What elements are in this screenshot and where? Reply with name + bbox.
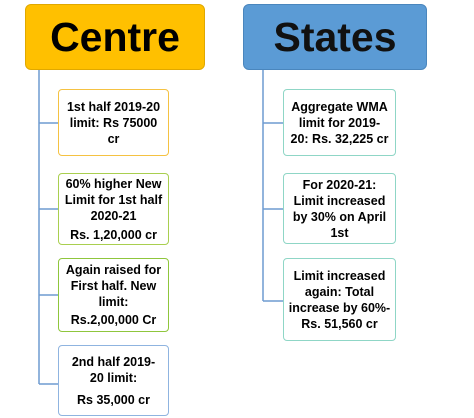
states-box-1-line-2: limit for 2019-: [298, 115, 381, 130]
states-box-3-line-3: increase by 60%-: [288, 300, 391, 315]
states-box-2-line-4: 1st: [330, 225, 349, 240]
centre-box-3: Again raised for First half. New limit: …: [58, 258, 169, 332]
states-box-2-line-3: by 30% on April: [292, 209, 387, 224]
centre-box-1-line-2: limit: Rs 75000: [69, 115, 158, 130]
states-header: States: [243, 4, 427, 70]
centre-box-4-line-1: 2nd half 2019-: [71, 354, 156, 369]
centre-box-3-line-1: Again raised for: [65, 263, 162, 277]
centre-box-1-line-1: 1st half 2019-20: [66, 99, 161, 114]
states-title: States: [273, 13, 397, 60]
states-box-2-line-2: Limit increased: [293, 193, 386, 208]
states-box-2: For 2020-21: Limit increased by 30% on A…: [283, 173, 396, 244]
states-box-2-line-1: For 2020-21:: [302, 177, 377, 192]
centre-box-4: 2nd half 2019- 20 limit: Rs 35,000 cr: [58, 345, 169, 416]
states-box-3-line-2: again: Total: [304, 284, 375, 299]
centre-title: Centre: [50, 13, 180, 60]
centre-box-4-line-2: 20 limit:: [89, 370, 138, 385]
states-box-3-line-1: Limit increased: [293, 268, 386, 283]
centre-box-2: 60% higher New Limit for 1st half 2020-2…: [58, 173, 169, 245]
centre-box-1-line-3: cr: [107, 131, 120, 146]
states-box-3: Limit increased again: Total increase by…: [283, 258, 396, 341]
states-box-1: Aggregate WMA limit for 2019- 20: Rs. 32…: [283, 89, 396, 156]
states-box-1-line-3: 20: Rs. 32,225 cr: [290, 131, 389, 146]
centre-box-2-line-4: Rs. 1,20,000 cr: [70, 227, 157, 242]
centre-header: Centre: [25, 4, 205, 70]
centre-box-3-line-4: Rs.2,00,000 Cr: [70, 313, 157, 327]
centre-box-2-line-2: Limit for 1st half: [64, 192, 163, 207]
centre-box-2-line-3: 2020-21: [90, 208, 137, 223]
centre-box-4-line-3: Rs 35,000 cr: [77, 392, 150, 407]
states-box-3-line-4: Rs. 51,560 cr: [301, 316, 378, 331]
centre-box-2-line-1: 60% higher New: [65, 176, 162, 191]
centre-box-3-line-3: limit:: [98, 295, 129, 309]
centre-box-3-line-2: First half. New: [70, 279, 157, 293]
centre-box-1: 1st half 2019-20 limit: Rs 75000 cr: [58, 89, 169, 156]
states-box-1-line-1: Aggregate WMA: [291, 99, 388, 114]
